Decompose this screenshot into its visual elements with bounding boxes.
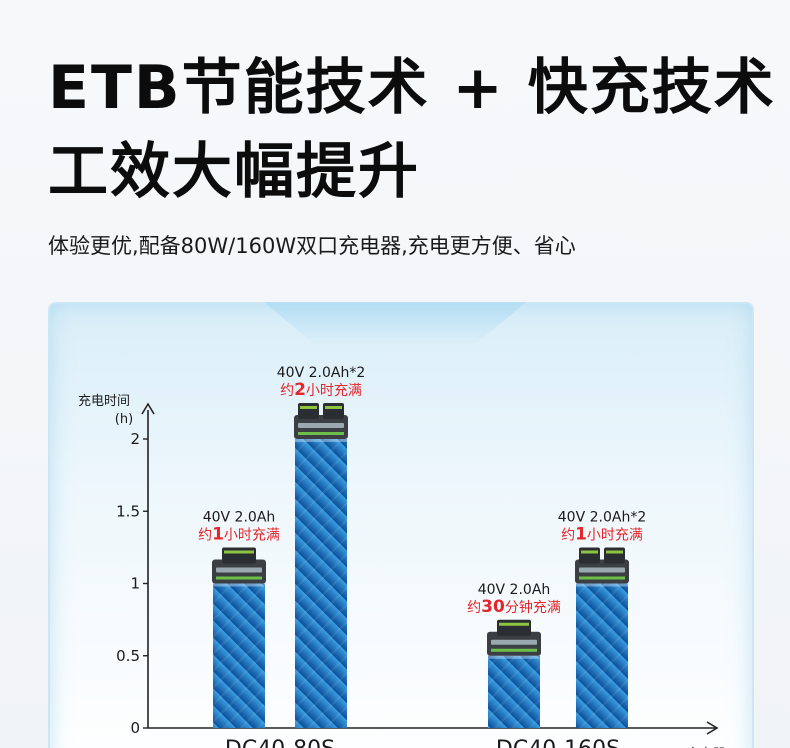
charger-icon <box>575 547 629 584</box>
y-tick-label: 1 <box>130 575 140 593</box>
charger-led-strip <box>216 576 262 580</box>
battery-stripe <box>499 622 529 626</box>
time-suffix: 小时充满 <box>306 383 362 399</box>
y-axis-title: 充电时间 <box>78 393 130 409</box>
y-tick-label: 0 <box>130 719 140 737</box>
time-prefix: 约 <box>198 528 212 544</box>
battery-pack <box>579 547 600 564</box>
charger-display <box>298 423 344 428</box>
battery-stripe <box>581 550 598 554</box>
y-tick-label: 1.5 <box>116 502 140 520</box>
subtitle: 体验更优,配备80W/160W双口充电器,充电更方便、省心 <box>48 234 576 258</box>
bar <box>576 583 628 728</box>
time-prefix: 约 <box>561 528 575 544</box>
y-tick-label: 2 <box>130 430 140 448</box>
battery-stripe <box>224 550 254 554</box>
bar <box>213 583 265 728</box>
battery-stripe <box>325 406 342 409</box>
battery-pack <box>323 403 344 419</box>
bar <box>488 655 540 728</box>
bar <box>295 439 347 728</box>
charger-icon <box>487 619 541 656</box>
bar-battery-label: 40V 2.0Ah*2 <box>558 510 646 526</box>
bar-battery-label: 40V 2.0Ah*2 <box>277 365 365 381</box>
time-prefix: 约 <box>467 600 481 616</box>
charger-display <box>216 567 262 573</box>
battery-pack <box>298 403 319 419</box>
battery-stripe <box>606 550 623 554</box>
time-suffix: 分钟充满 <box>505 599 561 616</box>
x-group-label: DC40-80S <box>225 737 335 748</box>
headline: ETB节能技术 + 快充技术 工效大幅提升 <box>48 46 776 214</box>
bar-time-label: 约1小时充满 <box>198 525 280 545</box>
time-suffix: 小时充满 <box>224 528 280 544</box>
time-number: 1 <box>212 525 224 545</box>
battery-pack <box>604 547 625 564</box>
charger-led-strip <box>579 576 625 580</box>
time-prefix: 约 <box>280 383 294 399</box>
y-tick-label: 0.5 <box>116 647 140 665</box>
battery-stripe <box>300 406 317 409</box>
charger-led-strip <box>491 648 537 652</box>
time-suffix: 小时充满 <box>587 528 643 544</box>
x-axis-title: 充电器 <box>686 746 725 748</box>
bar-battery-label: 40V 2.0Ah <box>203 510 276 526</box>
bar-time-label: 约30分钟充满 <box>467 597 561 617</box>
bar-highlight <box>488 655 540 659</box>
headline-line-1: ETB节能技术 + 快充技术 <box>48 53 776 123</box>
charger-icon <box>294 403 348 439</box>
charger-display <box>491 639 537 645</box>
panel-top-glow <box>264 302 526 346</box>
headline-line-2: 工效大幅提升 <box>48 137 420 207</box>
bar-time-label: 约1小时充满 <box>561 525 643 545</box>
bar-battery-label: 40V 2.0Ah <box>478 582 551 598</box>
charger-led-strip <box>298 432 344 435</box>
bar-highlight <box>295 439 347 442</box>
chart-panel <box>48 302 754 748</box>
x-group-label: DC40-160S <box>496 737 620 748</box>
y-axis-arrow <box>141 402 155 415</box>
charger-icon <box>212 547 266 584</box>
battery-pack <box>497 619 531 636</box>
time-number: 30 <box>481 597 505 617</box>
bar-highlight <box>576 583 628 587</box>
bar-highlight <box>213 583 265 587</box>
time-number: 2 <box>294 380 306 400</box>
time-number: 1 <box>575 525 587 545</box>
battery-pack <box>222 547 256 564</box>
y-axis-unit: (h) <box>115 412 133 427</box>
bar-time-label: 约2小时充满 <box>280 380 362 400</box>
charger-display <box>579 567 625 573</box>
x-axis-arrow <box>706 721 719 735</box>
